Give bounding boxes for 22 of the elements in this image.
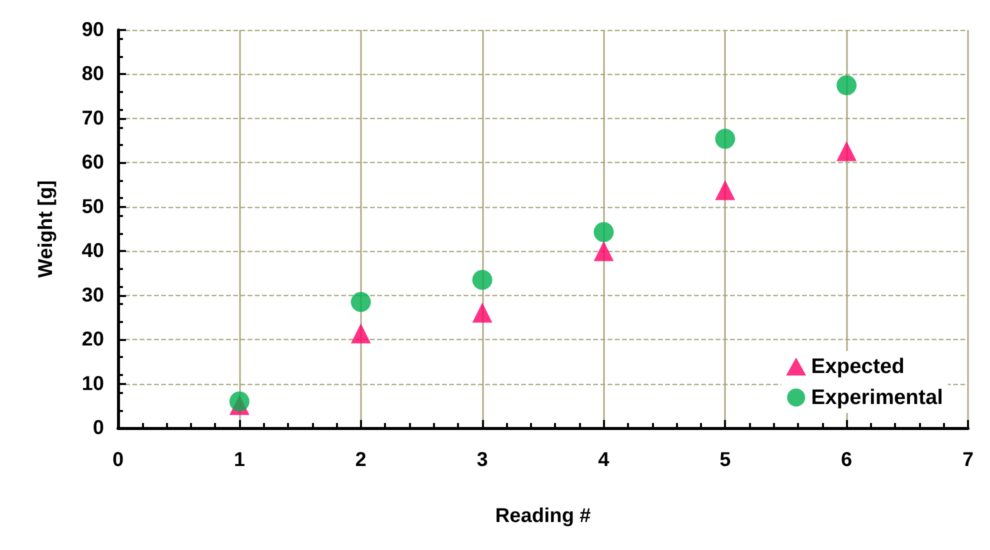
x-tick-label: 2 bbox=[355, 449, 366, 471]
x-tick-label: 0 bbox=[112, 449, 124, 471]
y-tick-label: 60 bbox=[82, 152, 104, 174]
x-tick-label: 1 bbox=[234, 449, 245, 471]
legend-label: Experimental bbox=[811, 386, 944, 409]
y-tick-label: 80 bbox=[82, 63, 104, 86]
y-tick-label: 70 bbox=[82, 107, 104, 130]
legend-label: Expected bbox=[811, 355, 904, 378]
x-tick-label: 4 bbox=[598, 449, 610, 471]
y-tick-label: 90 bbox=[82, 19, 104, 41]
y-tick-label: 30 bbox=[82, 284, 104, 306]
x-tick-label: 6 bbox=[841, 449, 852, 471]
x-tick-label: 3 bbox=[476, 449, 488, 471]
y-tick-label: 0 bbox=[92, 417, 104, 439]
y-tick-label: 20 bbox=[82, 328, 104, 351]
y-tick-label: 40 bbox=[82, 240, 104, 262]
x-axis-title: Reading # bbox=[495, 505, 591, 527]
y-tick-label: 50 bbox=[82, 196, 104, 218]
y-axis-title: Weight [g] bbox=[35, 180, 57, 278]
x-tick-label: 7 bbox=[962, 449, 974, 471]
y-tick-label: 10 bbox=[82, 372, 104, 395]
x-tick-label: 5 bbox=[720, 449, 731, 471]
